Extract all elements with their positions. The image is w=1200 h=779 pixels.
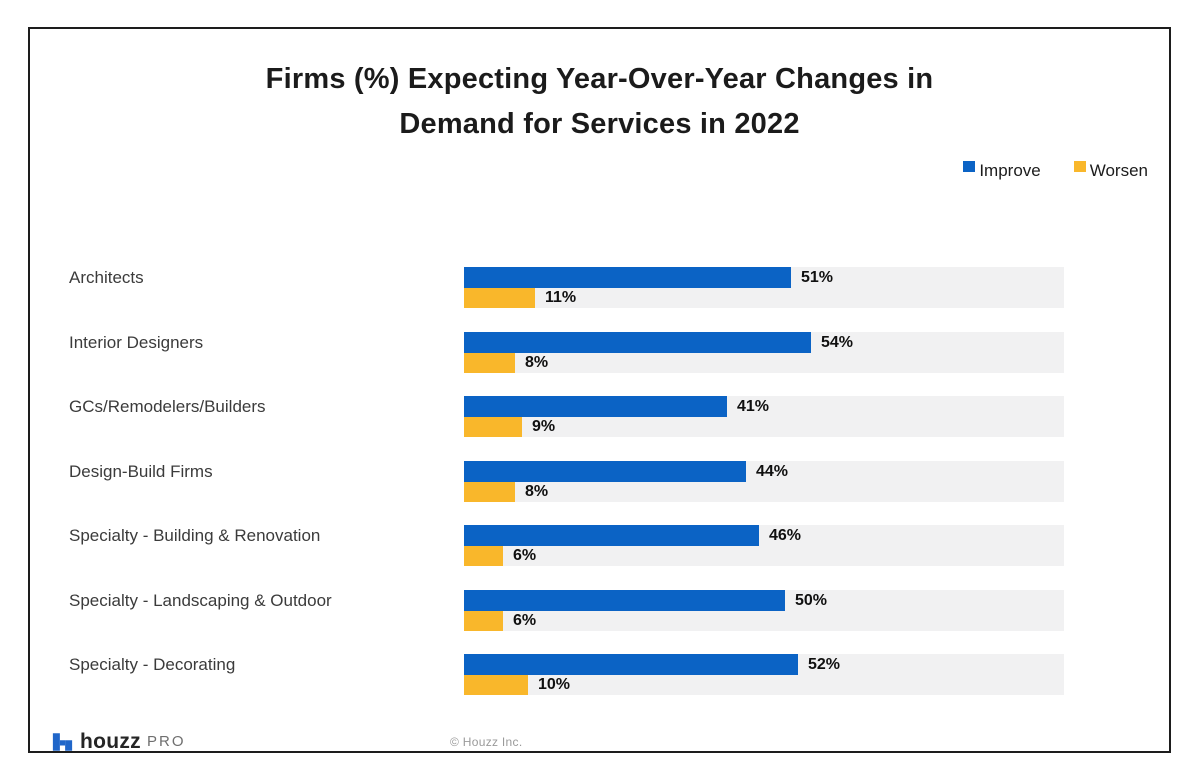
worsen-swatch-icon [1073,161,1086,172]
chart-card: Firms (%) Expecting Year-Over-Year Chang… [28,27,1171,753]
bar-track: 46% 6% [464,525,1064,566]
houzz-h-icon [52,733,73,751]
bar-track: 41% 9% [464,396,1064,437]
improve-bar [464,267,792,288]
improve-swatch-icon [963,161,976,172]
improve-bar [464,331,811,353]
brand-suffix: PRO [146,733,186,750]
worsen-value-label: 6% [513,547,537,564]
improve-bar [464,460,747,482]
improve-value-label: 46% [769,527,802,544]
improve-bar [464,654,798,675]
worsen-value-label: 8% [525,353,549,371]
houzz-pro-logo: houzz PRO [52,731,186,753]
bar-track: 51% 11% [464,267,1064,308]
category-label: Design-Build Firms [69,461,213,481]
chart-title: Firms (%) Expecting Year-Over-Year Chang… [30,57,1169,147]
chart-row: Design-Build Firms 44% 8% [30,460,1169,502]
worsen-value-label: 9% [532,418,556,435]
worsen-bar [464,675,529,695]
worsen-bar [464,546,503,566]
chart-row: Specialty - Decorating 52% 10% [30,654,1169,695]
chart-row: Interior Designers 54% 8% [30,331,1169,373]
worsen-bar [464,481,516,502]
legend-label-improve: Improve [979,161,1041,180]
worsen-bar [464,610,503,631]
bar-track: 50% 6% [464,589,1064,631]
legend-item-worsen: Worsen [1073,159,1148,183]
category-label: Specialty - Building & Renovation [69,526,321,545]
brand-wordmark: houzz [80,730,141,753]
worsen-value-label: 6% [513,611,537,629]
improve-value-label: 51% [801,269,834,286]
legend-item-improve: Improve [963,159,1041,183]
category-label: GCs/Remodelers/Builders [69,397,266,416]
bar-track: 54% 8% [464,331,1064,373]
worsen-bar [464,352,516,373]
copyright-text: © Houzz Inc. [450,735,523,749]
improve-value-label: 54% [821,333,854,351]
worsen-value-label: 8% [525,482,549,500]
worsen-bar [464,417,522,437]
category-label: Specialty - Landscaping & Outdoor [69,590,332,610]
chart-title-line2: Demand for Services in 2022 [399,108,800,140]
worsen-value-label: 10% [538,676,571,693]
worsen-bar [464,288,535,308]
chart-row: Specialty - Landscaping & Outdoor 50% 6% [30,589,1169,631]
improve-value-label: 44% [756,462,789,480]
category-label: Specialty - Decorating [69,655,236,674]
category-label: Architects [69,268,144,287]
chart-row: Architects 51% 11% [30,267,1169,308]
improve-value-label: 41% [737,398,770,415]
improve-bar [464,589,785,611]
chart-row: GCs/Remodelers/Builders 41% 9% [30,396,1169,437]
bar-track: 52% 10% [464,654,1064,695]
chart-title-line1: Firms (%) Expecting Year-Over-Year Chang… [265,63,934,95]
worsen-value-label: 11% [545,289,577,306]
chart-row: Specialty - Building & Renovation 46% 6% [30,525,1169,566]
bar-chart: Architects 51% 11% Interior Designers 54% 8% G… [30,267,1169,719]
improve-value-label: 50% [795,591,828,609]
bar-track: 44% 8% [464,460,1064,502]
legend-label-worsen: Worsen [1089,161,1148,180]
improve-bar [464,396,728,417]
improve-bar [464,525,760,546]
legend: Improve Worsen [963,159,1148,183]
category-label: Interior Designers [69,332,204,352]
improve-value-label: 52% [808,656,841,673]
